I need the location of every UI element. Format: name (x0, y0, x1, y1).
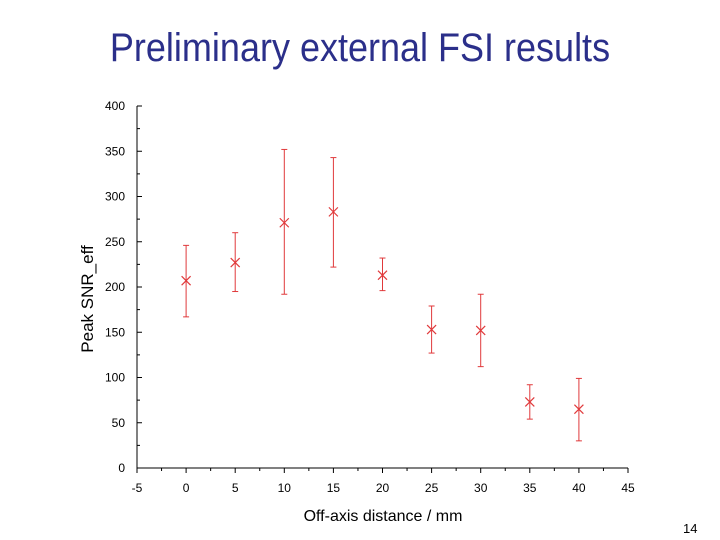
y-tick-label: 150 (105, 325, 125, 339)
data-point (573, 377, 584, 442)
data-point (279, 148, 290, 295)
y-tick-label: 300 (105, 190, 125, 204)
point-marker-stroke-b (475, 325, 486, 336)
data-point (524, 384, 535, 420)
slide-title: Preliminary external FSI results (109, 26, 611, 70)
x-tick-label: 25 (425, 481, 439, 495)
point-marker-stroke-b (377, 270, 388, 281)
data-point (230, 232, 241, 293)
y-tick-label: 350 (105, 144, 125, 158)
x-tick-label: 5 (232, 481, 239, 495)
y-tick-label: 50 (112, 416, 126, 430)
x-tick-label: 45 (621, 481, 635, 495)
x-tick-label: 15 (327, 481, 341, 495)
x-tick-label: 35 (523, 481, 537, 495)
x-tick-label: -5 (132, 481, 143, 495)
data-point (328, 157, 339, 268)
data-point (377, 257, 388, 292)
x-tick-label: 20 (376, 481, 390, 495)
x-tick-label: 40 (572, 481, 586, 495)
y-tick-label: 0 (118, 461, 125, 475)
y-tick-label: 100 (105, 371, 125, 385)
point-marker-stroke-b (230, 257, 241, 268)
chart-axes: -5 0 5 10 15 20 25 30 35 40 45 0 50 100 150 200 250 300 35… (105, 99, 635, 495)
data-point (181, 244, 192, 318)
point-marker-stroke-b (426, 324, 437, 335)
point-marker-stroke-b (181, 275, 192, 286)
chart-marks (181, 148, 584, 442)
x-tick-label: 30 (474, 481, 488, 495)
slide-number: 14 (683, 521, 698, 536)
point-marker-stroke-b (279, 217, 290, 228)
point-marker-stroke-b (328, 206, 339, 217)
point-marker-stroke-b (573, 404, 584, 415)
y-tick-label: 250 (105, 235, 125, 249)
point-marker-stroke-b (524, 397, 535, 407)
x-tick-label: 10 (278, 481, 292, 495)
data-point (426, 305, 437, 354)
y-axis-label: Peak SNR_eff (78, 245, 97, 353)
x-tick-label: 0 (183, 481, 190, 495)
y-tick-label: 400 (105, 99, 125, 113)
y-tick-label: 200 (105, 280, 125, 294)
x-axis-label: Off-axis distance / mm (304, 508, 463, 525)
data-point (475, 293, 486, 368)
